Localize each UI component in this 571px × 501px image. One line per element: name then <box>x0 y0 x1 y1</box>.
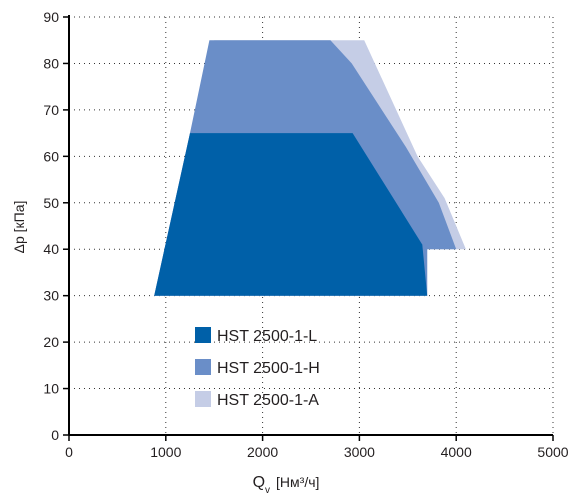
y-tick-label: 30 <box>43 288 59 304</box>
series-area-hst-2500-1-l <box>154 133 428 296</box>
y-tick-label: 80 <box>43 55 59 71</box>
y-tick-label: 40 <box>43 241 59 257</box>
series-layer <box>154 40 466 296</box>
y-tick-label: 90 <box>43 9 59 25</box>
axes-layer <box>68 15 553 436</box>
legend-swatch-hst-2500-1-l <box>195 327 211 343</box>
y-tick-label: 0 <box>51 427 59 443</box>
x-tick-label: 4000 <box>441 444 472 460</box>
x-axis-unit: [Нм³/ч] <box>276 474 319 490</box>
x-axis-label: Qv [Нм³/ч] <box>253 474 320 496</box>
y-tick-label: 70 <box>43 102 59 118</box>
legend-layer: HST 2500-1-L HST 2500-1-H HST 2500-1-A <box>195 327 320 409</box>
legend-label-hst-2500-1-a: HST 2500-1-A <box>217 392 319 409</box>
ticks-layer: 0 1000 2000 3000 4000 5000 0 10 20 30 40 50 60 70 80 90 <box>43 9 568 460</box>
x-tick-label: 3000 <box>344 444 375 460</box>
y-tick-label: 10 <box>43 381 59 397</box>
legend-label-hst-2500-1-l: HST 2500-1-L <box>217 328 317 345</box>
legend-label-hst-2500-1-h: HST 2500-1-H <box>217 360 320 377</box>
y-tick-label: 20 <box>43 334 59 350</box>
x-axis-subscript: v <box>265 485 270 496</box>
grid-layer <box>69 16 554 435</box>
y-tick-label: 50 <box>43 195 59 211</box>
y-axis-label: Δp [кПа] <box>11 201 27 254</box>
x-tick-label: 0 <box>65 444 73 460</box>
legend-swatch-hst-2500-1-h <box>195 359 211 375</box>
x-tick-label: 2000 <box>247 444 278 460</box>
y-tick-label: 60 <box>43 148 59 164</box>
legend-swatch-hst-2500-1-a <box>195 391 211 407</box>
x-tick-label: 5000 <box>537 444 568 460</box>
x-axis-symbol: Q <box>253 474 265 491</box>
x-tick-label: 1000 <box>150 444 181 460</box>
